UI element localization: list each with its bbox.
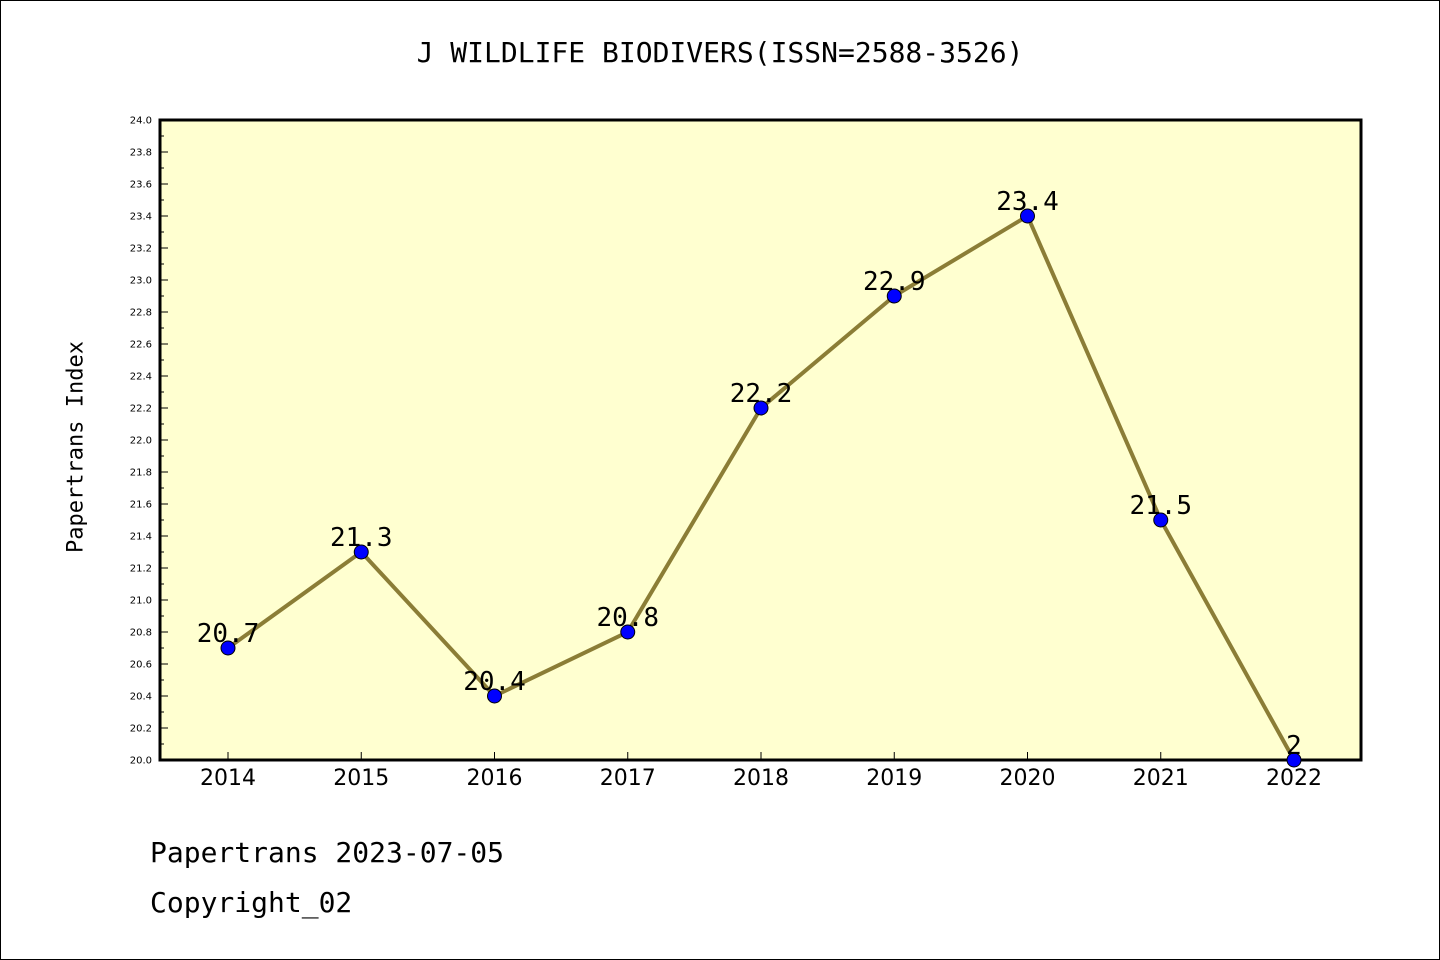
y-tick-label: 20.4: [130, 692, 152, 703]
y-tick-label: 22.4: [130, 372, 152, 383]
data-label: 20.4: [463, 667, 526, 697]
data-label: 21.3: [330, 523, 393, 553]
data-markers: [220, 208, 1302, 768]
data-point: [753, 400, 769, 416]
y-tick-label: 23.2: [130, 244, 152, 255]
data-point: [1153, 512, 1169, 528]
data-label: 23.4: [996, 187, 1059, 217]
x-tick-label: 2015: [333, 766, 389, 791]
footer-copyright: Copyright_02: [150, 886, 353, 919]
x-tick-label: 2014: [200, 766, 256, 791]
data-label: 20.7: [197, 619, 260, 649]
data-point: [1020, 208, 1035, 224]
data-point: [1286, 752, 1302, 768]
x-tick-label: 2020: [1000, 766, 1056, 791]
data-label: 22.9: [863, 267, 926, 297]
y-tick-label: 23.8: [130, 148, 152, 159]
data-point: [487, 688, 502, 704]
y-axis-ticks: 20.0 20.2 20.4 20.6 20.8 21.0 21.2 21.4 21.6 21.8…: [130, 116, 168, 767]
y-tick-label: 23.4: [130, 212, 152, 223]
y-tick-label: 23.6: [130, 180, 152, 191]
y-tick-label: 22.0: [130, 436, 152, 447]
y-tick-label: 21.0: [130, 596, 152, 607]
y-tick-label: 22.6: [130, 340, 152, 351]
y-tick-label: 20.0: [130, 756, 152, 767]
data-label: 22.2: [730, 379, 793, 409]
x-tick-label: 2017: [600, 766, 656, 791]
data-label: 20.8: [596, 603, 659, 633]
y-tick-label: 21.6: [130, 500, 152, 511]
y-tick-label: 22.8: [130, 308, 152, 319]
y-tick-label: 20.6: [130, 660, 152, 671]
data-point: [886, 288, 902, 304]
y-tick-label: 22.2: [130, 404, 152, 415]
x-tick-label: 2022: [1266, 766, 1322, 791]
footer-date: Papertrans 2023-07-05: [150, 836, 505, 869]
data-point: [353, 544, 369, 560]
y-tick-label: 20.2: [130, 724, 152, 735]
chart-title: J WILDLIFE BIODIVERS(ISSN=2588-3526): [416, 36, 1024, 69]
data-label: 21.5: [1129, 491, 1192, 521]
y-tick-label: 24.0: [130, 116, 152, 127]
x-tick-label: 2021: [1133, 766, 1189, 791]
x-tick-label: 2016: [467, 766, 523, 791]
x-tick-label: 2019: [866, 766, 922, 791]
y-tick-label: 20.8: [130, 628, 152, 639]
y-tick-label: 21.4: [130, 532, 152, 543]
plot-area: [158, 118, 1363, 762]
x-tick-label: 2018: [733, 766, 789, 791]
y-tick-label: 21.8: [130, 468, 152, 479]
y-tick-label: 23.0: [130, 276, 152, 287]
data-point: [620, 624, 636, 640]
data-labels: 20.7 21.3 20.4 20.8 22.2 22.9 23.4 21.5 2: [197, 187, 1302, 761]
y-tick-label: 21.2: [130, 564, 152, 575]
data-label: 2: [1286, 731, 1302, 761]
x-axis-ticks: 2014 2015 2016 2017 2018 2019 2020 2021 2022: [200, 752, 1322, 791]
data-point: [220, 640, 236, 656]
